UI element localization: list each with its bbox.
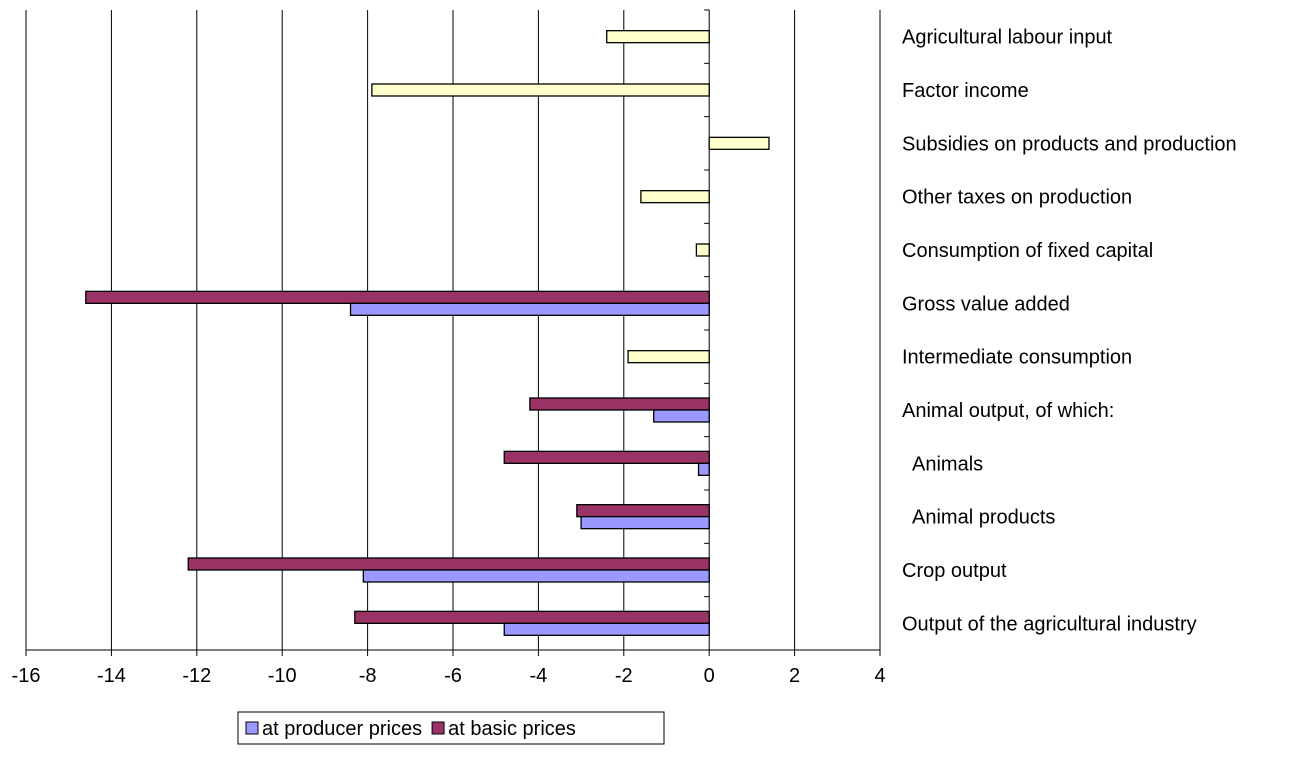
x-tick-label-9: 2 [789,665,800,687]
bar-series1-cat11 [354,610,710,624]
bar-series0-cat4 [695,243,710,257]
bar-series2-cat9 [580,516,710,530]
bar-series2-cat10 [362,569,710,583]
bar-series1-cat7 [529,397,710,411]
x-tick-label-3: -10 [268,665,297,687]
x-tick-label-1: -14 [97,665,126,687]
bar-series2-cat5 [349,302,710,316]
bar-series0-cat2 [708,136,770,150]
x-tick-label-5: -6 [444,665,462,687]
category-label-5: Gross value added [902,293,1070,315]
legend-swatch-0 [245,721,259,735]
bar-series0-cat1 [371,83,710,97]
legend-label-1: at basic prices [448,718,576,740]
x-tick-label-7: -2 [615,665,633,687]
bar-series1-cat9 [576,504,710,518]
x-tick-label-10: 4 [874,665,885,687]
grid-layer [110,10,881,650]
bar-series2-cat11 [503,622,710,636]
category-label-1: Factor income [902,80,1029,102]
bar-series0-cat3 [640,190,710,204]
legend-swatch-1 [431,721,445,735]
x-tick-label-8: 0 [704,665,715,687]
category-label-11: Output of the agricultural industry [902,613,1197,635]
axis-layer [25,9,881,656]
category-label-2: Subsidies on products and production [902,133,1237,155]
bar-series2-cat8 [697,462,710,476]
bar-series1-cat10 [187,557,710,571]
bar-series0-cat0 [606,30,710,44]
bar-series1-cat5 [85,290,710,304]
bar-series2-cat7 [653,409,710,423]
x-tick-label-4: -8 [359,665,377,687]
bar-layer [85,30,770,636]
category-label-7: Animal output, of which: [902,400,1114,422]
x-tick-label-2: -12 [182,665,211,687]
legend-label-0: at producer prices [262,718,422,740]
bar-series1-cat8 [503,450,710,464]
category-label-4: Consumption of fixed capital [902,240,1153,262]
label-layer: -16 -14 -12 -10 -8 -6 -4 -2 0 2 4 Agricultural labo… [12,27,1237,687]
legend-box [237,711,665,745]
category-label-8: Animals [902,453,983,475]
category-label-0: Agricultural labour input [902,27,1113,49]
category-label-3: Other taxes on production [902,187,1132,209]
category-label-10: Crop output [902,560,1007,582]
category-label-9: Animal products [902,507,1055,529]
category-label-6: Intermediate consumption [902,347,1132,369]
bar-series0-cat6 [627,350,710,364]
x-tick-label-0: -16 [12,665,41,687]
legend: at producer prices at basic prices [237,711,665,745]
x-tick-label-6: -4 [530,665,548,687]
